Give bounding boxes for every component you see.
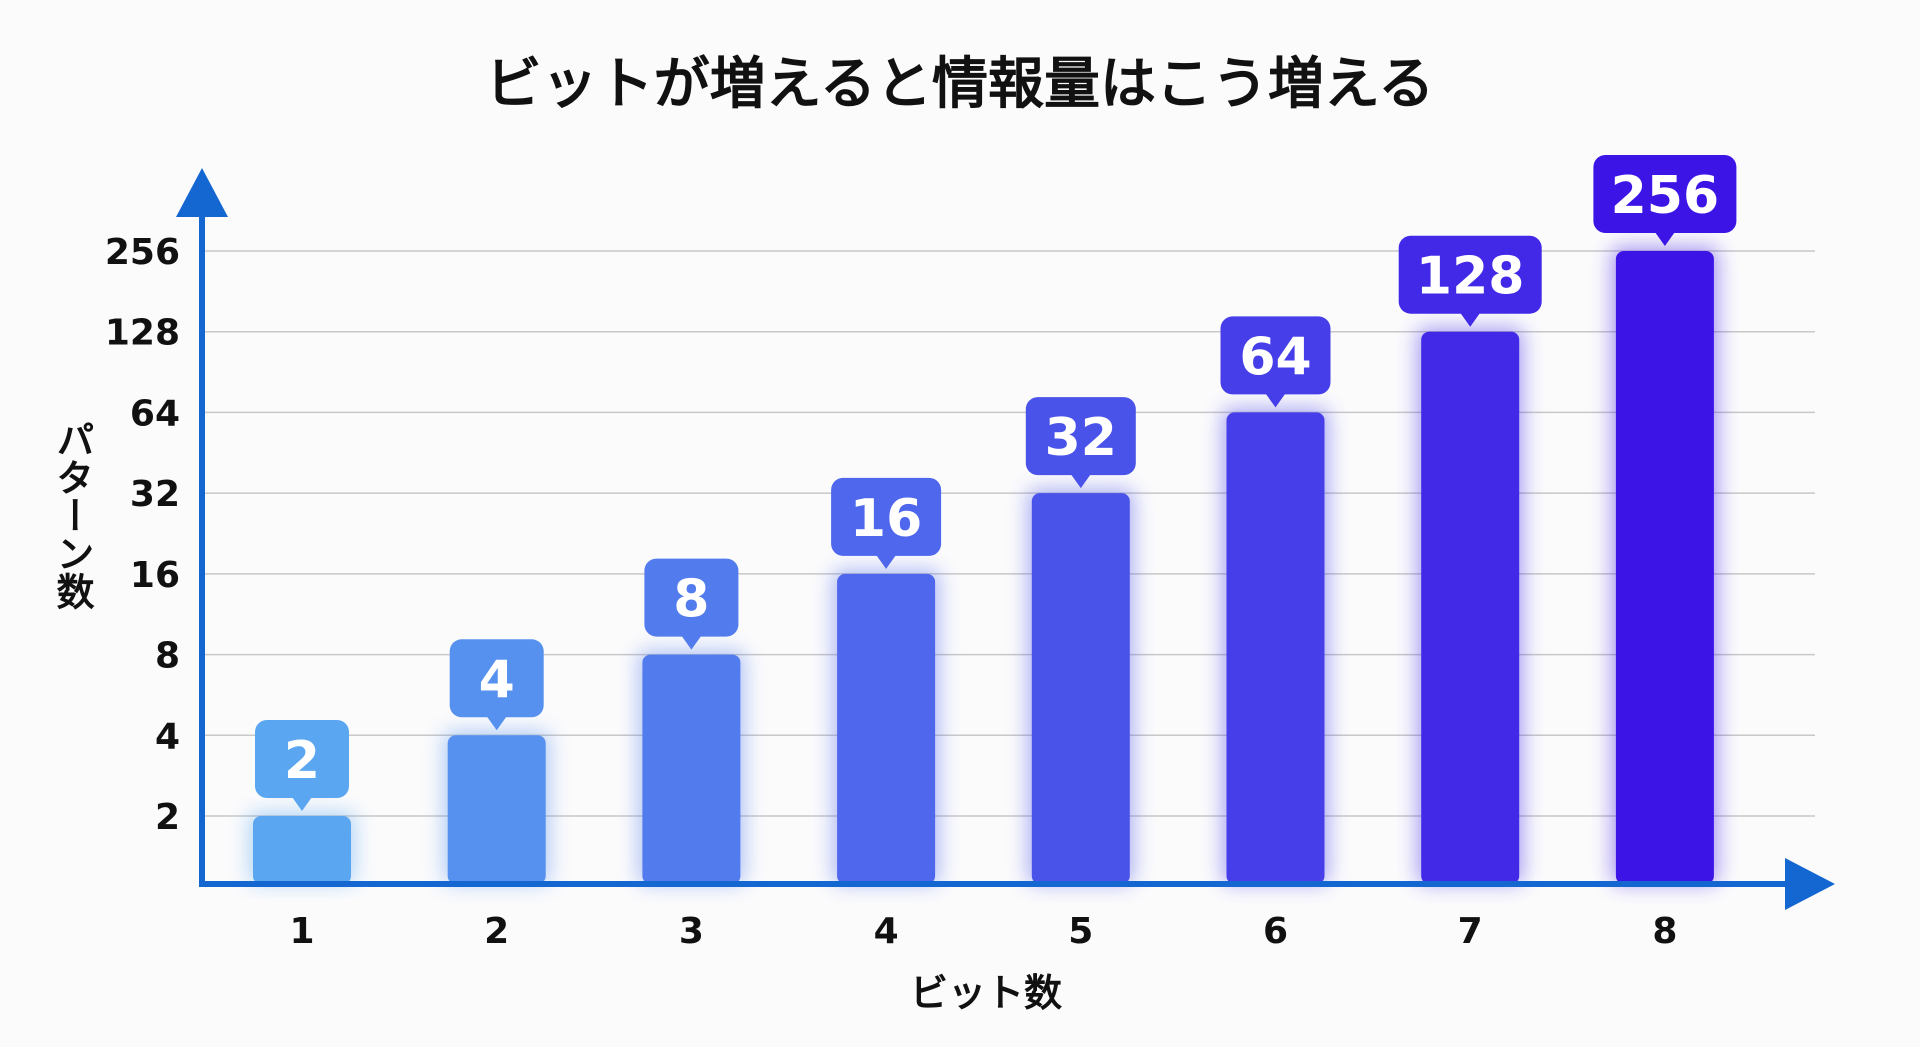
bar-group: 4 bbox=[443, 639, 550, 884]
data-label: 64 bbox=[1239, 327, 1311, 387]
y-tick-label: 64 bbox=[130, 393, 180, 434]
data-label: 4 bbox=[479, 650, 515, 710]
bar-group: 64 bbox=[1220, 316, 1331, 884]
bar bbox=[1226, 412, 1325, 884]
bar bbox=[253, 816, 351, 884]
y-tick-label: 128 bbox=[105, 313, 180, 354]
bar bbox=[642, 654, 741, 884]
bar bbox=[837, 573, 936, 884]
bars: 2 4 8 16 32 64 128 256 bbox=[249, 155, 1737, 884]
data-label-pointer bbox=[876, 554, 897, 569]
data-label-bubble bbox=[644, 558, 739, 637]
y-tick-label: 2 bbox=[155, 797, 180, 838]
data-label-pointer bbox=[1265, 393, 1286, 408]
x-axis-arrow-icon bbox=[1785, 858, 1835, 910]
data-label-pointer bbox=[1460, 312, 1481, 327]
data-label-bubble bbox=[831, 477, 942, 556]
y-tick-label: 4 bbox=[155, 716, 180, 757]
bar-group: 2 bbox=[249, 720, 355, 884]
bar-group: 128 bbox=[1398, 235, 1542, 884]
x-tick-label: 6 bbox=[1263, 911, 1288, 952]
y-tick-label: 32 bbox=[130, 474, 180, 515]
data-label: 32 bbox=[1045, 408, 1117, 468]
data-label: 2 bbox=[284, 731, 320, 791]
chart-title: ビットが増えると情報量はこう増える bbox=[486, 52, 1435, 117]
data-label-pointer bbox=[292, 797, 312, 811]
data-label-bubble bbox=[1025, 397, 1136, 476]
x-axis-label: ビット数 bbox=[910, 971, 1062, 1015]
x-tick-label: 7 bbox=[1458, 911, 1483, 952]
data-label-pointer bbox=[681, 635, 702, 650]
x-tick-labels: 1 2 3 4 5 6 7 8 bbox=[289, 911, 1677, 952]
data-label: 128 bbox=[1416, 247, 1525, 307]
data-label: 8 bbox=[673, 570, 709, 630]
x-tick-label: 4 bbox=[874, 911, 899, 952]
data-label-pointer bbox=[1654, 232, 1675, 246]
data-label-bubble bbox=[1593, 155, 1737, 233]
gridlines bbox=[202, 250, 1815, 817]
x-tick-label: 8 bbox=[1652, 911, 1677, 952]
bar-group: 32 bbox=[1025, 397, 1136, 884]
data-label-bubble bbox=[1398, 235, 1542, 314]
x-tick-label: 1 bbox=[289, 911, 314, 952]
data-label-bubble bbox=[449, 639, 544, 718]
axes bbox=[176, 168, 1835, 910]
y-axis-label: パターン数 bbox=[50, 420, 94, 610]
x-tick-label: 5 bbox=[1068, 911, 1093, 952]
data-label: 16 bbox=[850, 489, 922, 549]
bar bbox=[1031, 493, 1130, 884]
bar bbox=[1421, 331, 1520, 884]
y-tick-label: 8 bbox=[155, 636, 180, 677]
data-label-pointer bbox=[486, 716, 507, 731]
bar bbox=[1615, 251, 1714, 884]
bar-group: 8 bbox=[638, 558, 745, 884]
data-label-pointer bbox=[1070, 474, 1091, 489]
data-label: 256 bbox=[1611, 166, 1720, 226]
x-tick-label: 3 bbox=[679, 911, 704, 952]
y-tick-label: 16 bbox=[130, 555, 180, 596]
bar-group: 16 bbox=[831, 477, 942, 884]
x-tick-label: 2 bbox=[484, 911, 509, 952]
data-label-bubble bbox=[255, 720, 349, 798]
bar bbox=[447, 735, 546, 884]
bar-group: 256 bbox=[1593, 155, 1737, 884]
y-axis-arrow-icon bbox=[176, 168, 228, 217]
data-label-bubble bbox=[1220, 316, 1331, 395]
y-tick-labels: 2 4 8 16 32 64 128 256 bbox=[105, 232, 180, 838]
y-tick-label: 256 bbox=[105, 232, 180, 273]
